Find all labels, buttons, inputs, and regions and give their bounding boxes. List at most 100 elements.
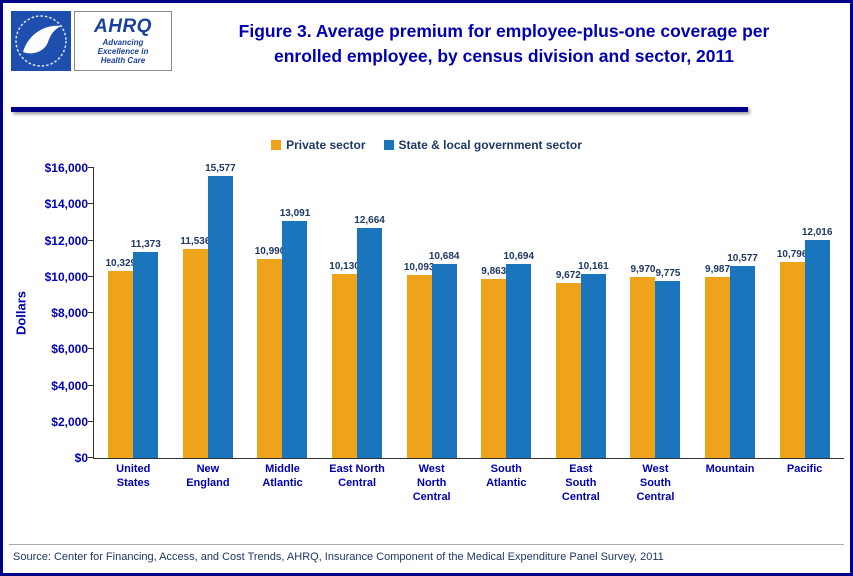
y-tick-mark: [88, 203, 94, 205]
bar-chart: Dollars $0 $2,000 $4,000 $6,000 $8,000 $10,00…: [9, 161, 844, 465]
bar-value-label: 11,536: [180, 235, 211, 247]
hhs-logo: [11, 11, 71, 71]
bar-value-label: 9,987: [705, 264, 731, 275]
ahrq-tagline-line: Health Care: [100, 56, 146, 66]
private-sector-bar-9: [779, 262, 805, 458]
government-sector-bar-8: [730, 266, 756, 458]
bar-column: 13,091: [280, 168, 310, 458]
y-tick-mark: [88, 275, 94, 277]
x-category-label: United States: [116, 463, 151, 489]
y-tick-label: $4,000: [51, 378, 88, 393]
bar-column: 9,863: [481, 168, 506, 458]
x-category-label: West North Central: [412, 463, 451, 503]
ahrq-logo-word: AHRQ: [94, 15, 152, 37]
y-tick-mark: [88, 420, 94, 422]
bar-column: 12,664: [354, 168, 385, 458]
legend-item-government: State & local government sector: [383, 138, 582, 152]
private-sector-bar-7: [630, 277, 656, 458]
bar-value-label: 10,093: [403, 262, 435, 274]
y-tick-mark: [88, 312, 94, 313]
legend-label-government: State & local government sector: [398, 138, 582, 152]
legend-swatch-private: [271, 140, 282, 150]
government-sector-bar-5: [506, 264, 532, 458]
private-sector-bar-5: [481, 279, 507, 458]
y-tick-label: $16,000: [44, 161, 88, 175]
bar-value-label: 13,091: [279, 207, 311, 219]
x-category-label: East North Central: [329, 463, 385, 489]
bar-value-label: 9,970: [630, 264, 656, 276]
y-tick-label: $12,000: [44, 233, 88, 248]
bar-value-label: 10,130: [329, 261, 360, 273]
bar-group: 9,863 10,694: [469, 168, 544, 458]
bar-column: 10,796: [777, 168, 807, 458]
x-category-label: East South Central: [561, 463, 600, 503]
bar-group: 10,130 12,664: [320, 168, 395, 458]
bar-value-label: 12,016: [801, 227, 833, 239]
x-category-label: Middle Atlantic: [262, 463, 303, 489]
figure-title: Figure 3. Average premium for employee-p…: [238, 21, 770, 66]
footer: Source: Center for Financing, Access, an…: [9, 544, 844, 573]
bar-value-label: 11,373: [130, 238, 161, 250]
bar-column: 9,775: [655, 168, 680, 458]
x-category-label: New England: [186, 463, 230, 489]
ahrq-logo-tagline: Advancing Excellence in Health Care: [98, 38, 149, 66]
government-sector-bar-9: [804, 240, 830, 458]
private-sector-bar-4: [406, 275, 432, 458]
legend-item-private: Private sector: [271, 138, 366, 152]
government-sector-bar-1: [207, 175, 233, 458]
bar-column: 9,987: [705, 168, 730, 458]
title-area: Figure 3. Average premium for employee-p…: [172, 11, 836, 107]
bar-group: 11,536 15,577: [171, 163, 246, 458]
bar-value-label: 10,577: [727, 253, 758, 265]
bar-group: 10,990 13,091: [245, 168, 320, 458]
bar-value-label: 10,694: [503, 251, 535, 263]
header-divider-rule: [11, 107, 748, 112]
y-tick-label: $6,000: [51, 342, 88, 357]
government-sector-bar-3: [357, 228, 383, 458]
x-category-label: Pacific: [786, 463, 823, 475]
ahrq-tagline-line: Advancing: [102, 37, 144, 47]
government-sector-bar-4: [431, 264, 457, 458]
private-sector-bar-0: [108, 270, 134, 458]
y-tick-label: $8,000: [51, 306, 88, 320]
bar-column: 11,373: [130, 168, 161, 458]
y-tick-label: $0: [74, 451, 88, 465]
bar-column: 10,130: [329, 168, 360, 458]
bar-column: 10,577: [727, 168, 758, 458]
bar-value-label: 9,672: [555, 269, 581, 281]
bar-column: 10,694: [503, 168, 535, 458]
bar-column: 10,684: [428, 168, 460, 458]
bar-group: 9,672 10,161: [544, 168, 619, 458]
source-note: Source: Center for Financing, Access, an…: [13, 551, 664, 563]
private-sector-bar-3: [332, 274, 358, 458]
government-sector-bar-2: [282, 220, 308, 458]
government-sector-bar-6: [580, 273, 606, 458]
y-tick-label: $14,000: [44, 197, 88, 212]
bar-group: 10,796 12,016: [767, 168, 842, 458]
logo-block: AHRQ Advancing Excellence in Health Care: [11, 11, 172, 107]
bar-column: 10,990: [255, 168, 285, 458]
bar-column: 10,329: [106, 168, 136, 458]
bar-value-label: 10,684: [428, 251, 460, 263]
bar-value-label: 12,664: [354, 215, 385, 227]
bar-value-label: 9,775: [655, 267, 681, 279]
y-tick-mark: [88, 457, 94, 458]
y-tick-mark: [88, 384, 94, 386]
bar-column: 9,672: [556, 168, 581, 458]
x-category-label: West South Central: [636, 463, 675, 503]
government-sector-bar-0: [133, 251, 159, 458]
bar-value-label: 15,577: [205, 162, 236, 174]
y-tick-label: $2,000: [51, 414, 88, 429]
bar-column: 15,577: [205, 163, 236, 458]
bar-column: 12,016: [801, 168, 833, 458]
bar-value-label: 10,329: [105, 257, 137, 269]
bar-group: 9,987 10,577: [693, 168, 768, 458]
bar-column: 11,536: [180, 168, 211, 458]
government-sector-bar-7: [655, 280, 681, 458]
legend-swatch-government: [383, 140, 394, 150]
bar-column: 9,970: [630, 168, 655, 458]
legend-label-private: Private sector: [286, 138, 366, 152]
bar-group: 10,093 10,684: [394, 168, 469, 458]
y-tick-mark: [88, 167, 94, 168]
